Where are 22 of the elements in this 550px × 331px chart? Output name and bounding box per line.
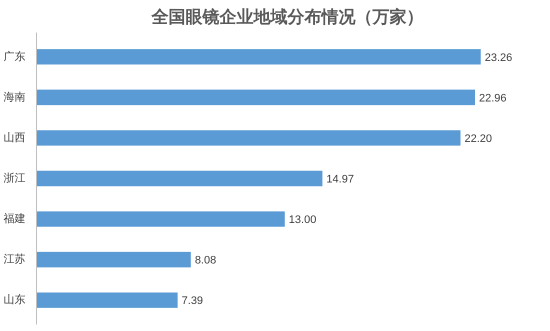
data-label: 8.08 (194, 254, 216, 267)
data-label: 7.39 (182, 295, 204, 308)
bar (36, 252, 191, 268)
y-tick-label: 海南 (4, 90, 26, 104)
y-tick-label: 江苏 (4, 252, 26, 266)
data-label: 14.97 (326, 174, 354, 186)
data-label: 22.20 (464, 132, 492, 145)
bar (36, 170, 322, 186)
y-tick-label: 广东 (4, 50, 26, 63)
bar (36, 130, 461, 146)
data-label: 13.00 (288, 214, 316, 226)
y-tick-label: 浙江 (4, 172, 26, 184)
bar (36, 292, 178, 308)
y-tick-label: 山西 (4, 130, 26, 144)
chart-title: 全国眼镜企业地域分布情况（万家） (150, 8, 424, 28)
bar (36, 211, 285, 227)
data-label: 22.96 (479, 92, 507, 104)
y-tick-label: 山东 (4, 293, 26, 306)
data-label: 23.26 (484, 52, 512, 64)
y-tick-label: 福建 (4, 212, 26, 226)
bar (36, 90, 476, 106)
bar (36, 49, 481, 65)
